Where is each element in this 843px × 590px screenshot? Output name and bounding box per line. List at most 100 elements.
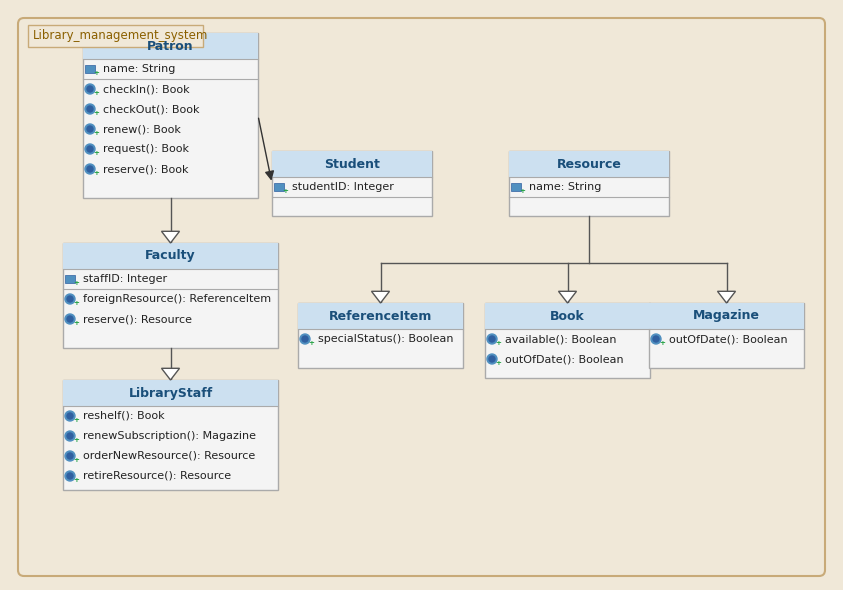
Text: foreignResource(): ReferenceItem: foreignResource(): ReferenceItem: [83, 294, 271, 304]
Text: orderNewResource(): Resource: orderNewResource(): Resource: [83, 451, 255, 461]
Circle shape: [85, 104, 95, 114]
FancyBboxPatch shape: [649, 303, 804, 329]
Text: outOfDate(): Boolean: outOfDate(): Boolean: [669, 334, 787, 344]
Text: reshelf(): Book: reshelf(): Book: [83, 411, 164, 421]
Text: +: +: [495, 340, 501, 346]
Circle shape: [87, 86, 93, 92]
Text: +: +: [73, 457, 79, 463]
Polygon shape: [559, 291, 577, 303]
Text: +: +: [93, 150, 99, 156]
Text: specialStatus(): Boolean: specialStatus(): Boolean: [318, 334, 454, 344]
Circle shape: [67, 316, 73, 322]
Text: +: +: [308, 340, 314, 346]
Text: LibraryStaff: LibraryStaff: [128, 386, 212, 399]
Circle shape: [487, 334, 497, 344]
FancyBboxPatch shape: [274, 183, 284, 191]
FancyBboxPatch shape: [649, 303, 804, 368]
Text: +: +: [93, 130, 99, 136]
Text: available(): Boolean: available(): Boolean: [505, 334, 616, 344]
FancyBboxPatch shape: [511, 183, 521, 191]
Text: +: +: [659, 340, 665, 346]
Polygon shape: [717, 291, 735, 303]
Text: +: +: [93, 110, 99, 116]
Text: Book: Book: [550, 310, 585, 323]
FancyBboxPatch shape: [298, 303, 463, 329]
Circle shape: [65, 411, 75, 421]
Circle shape: [65, 451, 75, 461]
Text: +: +: [93, 90, 99, 96]
FancyBboxPatch shape: [272, 151, 432, 177]
Circle shape: [67, 296, 73, 302]
Circle shape: [87, 166, 93, 172]
FancyBboxPatch shape: [63, 243, 278, 269]
Circle shape: [300, 334, 310, 344]
Circle shape: [87, 146, 93, 152]
FancyBboxPatch shape: [272, 151, 432, 216]
Polygon shape: [162, 231, 180, 243]
FancyBboxPatch shape: [298, 303, 463, 368]
Polygon shape: [162, 368, 180, 380]
Circle shape: [85, 164, 95, 174]
FancyBboxPatch shape: [63, 243, 278, 348]
Circle shape: [67, 453, 73, 459]
Text: +: +: [519, 188, 525, 194]
Text: +: +: [73, 477, 79, 483]
Circle shape: [487, 354, 497, 364]
Circle shape: [65, 314, 75, 324]
FancyBboxPatch shape: [63, 380, 278, 490]
Text: +: +: [73, 300, 79, 306]
Text: Faculty: Faculty: [145, 250, 196, 263]
Circle shape: [489, 356, 495, 362]
Text: renew(): Book: renew(): Book: [103, 124, 181, 134]
Text: checkIn(): Book: checkIn(): Book: [103, 84, 190, 94]
Text: ReferenceItem: ReferenceItem: [329, 310, 432, 323]
Circle shape: [67, 413, 73, 419]
FancyBboxPatch shape: [485, 303, 650, 378]
Circle shape: [651, 334, 661, 344]
Text: +: +: [282, 188, 288, 194]
FancyBboxPatch shape: [509, 151, 669, 177]
Text: +: +: [73, 417, 79, 423]
Text: outOfDate(): Boolean: outOfDate(): Boolean: [505, 354, 624, 364]
Text: name: String: name: String: [529, 182, 601, 192]
Polygon shape: [372, 291, 389, 303]
Circle shape: [653, 336, 659, 342]
Text: +: +: [73, 437, 79, 443]
Circle shape: [85, 84, 95, 94]
Circle shape: [67, 433, 73, 439]
Text: Student: Student: [324, 158, 380, 171]
Text: renewSubscription(): Magazine: renewSubscription(): Magazine: [83, 431, 256, 441]
Text: Resource: Resource: [556, 158, 621, 171]
Text: Patron: Patron: [148, 40, 194, 53]
FancyBboxPatch shape: [28, 25, 203, 47]
Circle shape: [85, 144, 95, 154]
Text: request(): Book: request(): Book: [103, 144, 189, 154]
Circle shape: [85, 124, 95, 134]
Text: name: String: name: String: [103, 64, 175, 74]
Text: reserve(): Book: reserve(): Book: [103, 164, 189, 174]
FancyBboxPatch shape: [83, 33, 258, 198]
FancyBboxPatch shape: [83, 33, 258, 59]
Circle shape: [489, 336, 495, 342]
Circle shape: [65, 294, 75, 304]
Text: retireResource(): Resource: retireResource(): Resource: [83, 471, 231, 481]
Text: +: +: [93, 70, 99, 76]
Text: Library_management_system: Library_management_system: [33, 30, 208, 42]
FancyBboxPatch shape: [485, 303, 650, 329]
Text: +: +: [495, 360, 501, 366]
FancyBboxPatch shape: [509, 151, 669, 216]
Circle shape: [65, 431, 75, 441]
Circle shape: [87, 126, 93, 132]
Circle shape: [302, 336, 308, 342]
Circle shape: [65, 471, 75, 481]
Text: checkOut(): Book: checkOut(): Book: [103, 104, 200, 114]
FancyBboxPatch shape: [18, 18, 825, 576]
Text: +: +: [73, 280, 79, 286]
FancyBboxPatch shape: [85, 65, 95, 73]
Text: +: +: [73, 320, 79, 326]
Text: Magazine: Magazine: [693, 310, 760, 323]
Text: reserve(): Resource: reserve(): Resource: [83, 314, 192, 324]
Text: staffID: Integer: staffID: Integer: [83, 274, 167, 284]
FancyBboxPatch shape: [65, 275, 75, 283]
Circle shape: [87, 106, 93, 112]
